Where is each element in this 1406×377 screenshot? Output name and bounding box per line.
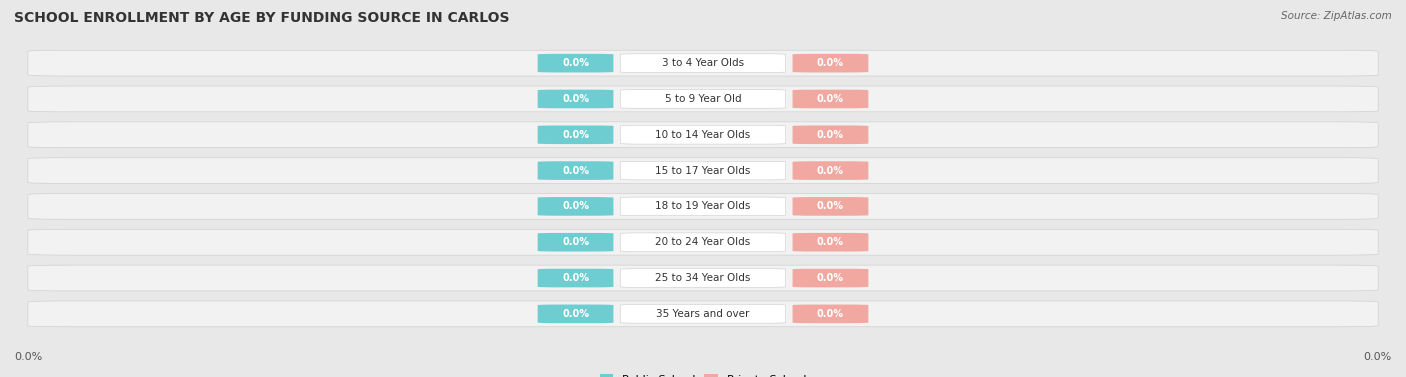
FancyBboxPatch shape: [537, 233, 613, 251]
Text: 0.0%: 0.0%: [817, 201, 844, 211]
FancyBboxPatch shape: [537, 126, 613, 144]
FancyBboxPatch shape: [28, 158, 1378, 184]
FancyBboxPatch shape: [793, 54, 869, 72]
Text: 0.0%: 0.0%: [562, 94, 589, 104]
FancyBboxPatch shape: [793, 197, 869, 216]
FancyBboxPatch shape: [793, 305, 869, 323]
Text: 0.0%: 0.0%: [817, 94, 844, 104]
FancyBboxPatch shape: [620, 54, 786, 72]
FancyBboxPatch shape: [620, 90, 786, 108]
Text: 0.0%: 0.0%: [562, 166, 589, 176]
FancyBboxPatch shape: [793, 233, 869, 251]
Text: 15 to 17 Year Olds: 15 to 17 Year Olds: [655, 166, 751, 176]
FancyBboxPatch shape: [620, 161, 786, 180]
Text: 0.0%: 0.0%: [817, 237, 844, 247]
FancyBboxPatch shape: [537, 54, 613, 72]
FancyBboxPatch shape: [28, 193, 1378, 219]
FancyBboxPatch shape: [28, 122, 1378, 148]
Text: 0.0%: 0.0%: [562, 58, 589, 68]
Text: 0.0%: 0.0%: [562, 237, 589, 247]
FancyBboxPatch shape: [793, 126, 869, 144]
FancyBboxPatch shape: [28, 50, 1378, 76]
Text: 3 to 4 Year Olds: 3 to 4 Year Olds: [662, 58, 744, 68]
Text: 0.0%: 0.0%: [817, 130, 844, 140]
Text: 0.0%: 0.0%: [817, 166, 844, 176]
Text: 0.0%: 0.0%: [562, 201, 589, 211]
FancyBboxPatch shape: [620, 305, 786, 323]
FancyBboxPatch shape: [537, 197, 613, 216]
FancyBboxPatch shape: [28, 229, 1378, 255]
FancyBboxPatch shape: [28, 86, 1378, 112]
Text: 0.0%: 0.0%: [817, 58, 844, 68]
Text: 0.0%: 0.0%: [14, 352, 42, 362]
Legend: Public School, Private School: Public School, Private School: [595, 370, 811, 377]
FancyBboxPatch shape: [620, 197, 786, 216]
Text: 35 Years and over: 35 Years and over: [657, 309, 749, 319]
Text: Source: ZipAtlas.com: Source: ZipAtlas.com: [1281, 11, 1392, 21]
Text: 0.0%: 0.0%: [1364, 352, 1392, 362]
FancyBboxPatch shape: [537, 269, 613, 287]
Text: 0.0%: 0.0%: [817, 273, 844, 283]
Text: 5 to 9 Year Old: 5 to 9 Year Old: [665, 94, 741, 104]
FancyBboxPatch shape: [793, 161, 869, 180]
FancyBboxPatch shape: [537, 90, 613, 108]
Text: 0.0%: 0.0%: [817, 309, 844, 319]
Text: SCHOOL ENROLLMENT BY AGE BY FUNDING SOURCE IN CARLOS: SCHOOL ENROLLMENT BY AGE BY FUNDING SOUR…: [14, 11, 509, 25]
FancyBboxPatch shape: [537, 161, 613, 180]
FancyBboxPatch shape: [620, 233, 786, 251]
FancyBboxPatch shape: [793, 90, 869, 108]
FancyBboxPatch shape: [537, 305, 613, 323]
Text: 0.0%: 0.0%: [562, 273, 589, 283]
Text: 25 to 34 Year Olds: 25 to 34 Year Olds: [655, 273, 751, 283]
Text: 0.0%: 0.0%: [562, 309, 589, 319]
Text: 20 to 24 Year Olds: 20 to 24 Year Olds: [655, 237, 751, 247]
FancyBboxPatch shape: [793, 269, 869, 287]
FancyBboxPatch shape: [28, 265, 1378, 291]
FancyBboxPatch shape: [28, 301, 1378, 327]
Text: 18 to 19 Year Olds: 18 to 19 Year Olds: [655, 201, 751, 211]
Text: 0.0%: 0.0%: [562, 130, 589, 140]
FancyBboxPatch shape: [620, 126, 786, 144]
Text: 10 to 14 Year Olds: 10 to 14 Year Olds: [655, 130, 751, 140]
FancyBboxPatch shape: [620, 269, 786, 287]
